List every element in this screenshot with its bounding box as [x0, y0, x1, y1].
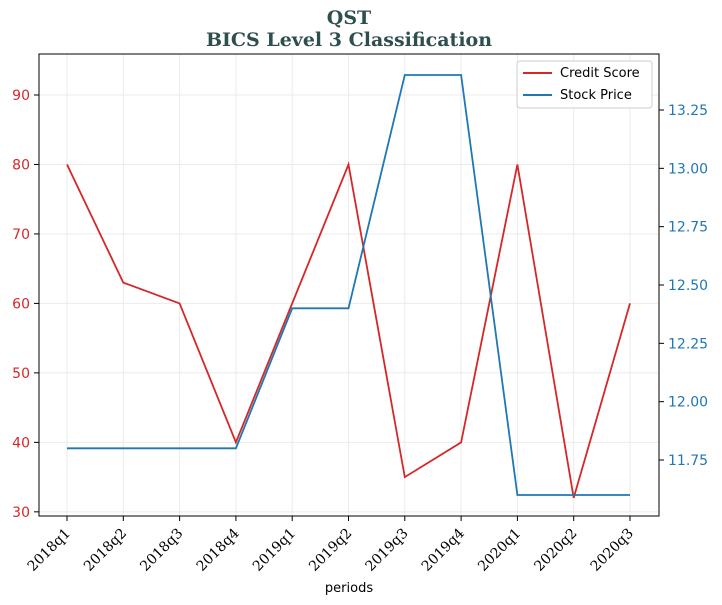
left-tick-label: 50	[12, 366, 30, 382]
x-axis-label: periods	[325, 581, 373, 596]
x-tick-label: 2019q1	[250, 526, 299, 575]
x-tick-label: 2019q2	[306, 526, 355, 575]
x-tick-label: 2018q1	[25, 526, 74, 575]
x-tick-label: 2019q3	[362, 526, 411, 575]
x-tick-label: 2018q2	[81, 526, 130, 575]
left-tick-label: 70	[12, 227, 30, 243]
right-tick-label: 12.50	[668, 278, 708, 294]
right-tick-label: 12.00	[668, 395, 708, 411]
left-tick-label: 80	[12, 157, 30, 173]
left-tick-label: 90	[12, 88, 30, 104]
legend-label-credit-score: Credit Score	[560, 66, 640, 81]
x-tick-label: 2020q2	[531, 526, 580, 575]
left-tick-label: 30	[12, 505, 30, 521]
x-tick-label: 2020q3	[588, 526, 637, 575]
series-lines	[66, 74, 631, 499]
x-tick-label: 2019q4	[419, 525, 468, 574]
right-tick-label: 11.75	[668, 453, 708, 469]
x-tick-label: 2018q4	[194, 525, 243, 574]
left-y-axis: 30 40 50 60 70 80 90	[12, 88, 39, 521]
right-tick-label: 13.00	[668, 161, 708, 177]
series-line-credit-score	[66, 161, 631, 499]
x-tick-label: 2020q1	[475, 526, 524, 575]
right-tick-label: 12.75	[668, 220, 708, 236]
x-tick-label: 2018q3	[137, 526, 186, 575]
legend: Credit Score Stock Price	[516, 60, 653, 109]
right-tick-label: 12.25	[668, 336, 708, 352]
series-line-stock-price	[67, 74, 630, 496]
left-tick-label: 60	[12, 296, 30, 312]
x-axis: 2018q1 2018q2 2018q3 2018q4 2019q1 2019q2 2019…	[25, 516, 637, 575]
left-tick-label: 40	[12, 435, 30, 451]
chart-title-line2: BICS Level 3 Classification	[206, 29, 492, 51]
chart-title-line1: QST	[327, 7, 371, 29]
right-tick-label: 13.25	[668, 103, 708, 119]
right-y-axis: 11.75 12.00 12.25 12.50 12.75 13.00 13.25	[659, 103, 708, 469]
legend-label-stock-price: Stock Price	[560, 88, 632, 103]
